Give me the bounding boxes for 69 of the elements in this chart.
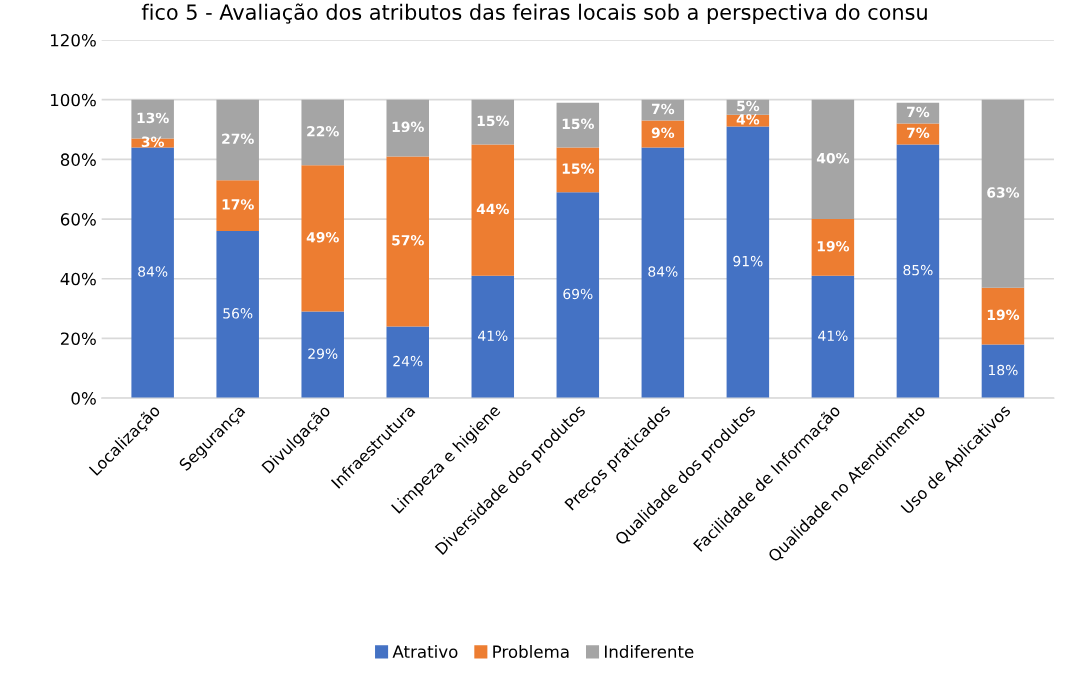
data-label: 24% <box>393 355 423 367</box>
data-label: 57% <box>392 234 424 246</box>
bar <box>216 180 259 232</box>
data-label: 17% <box>222 199 254 210</box>
bar <box>981 344 1025 399</box>
data-label: 63% <box>987 187 1020 198</box>
data-label: 15% <box>477 115 509 127</box>
bar <box>301 165 344 312</box>
bar <box>811 275 855 399</box>
data-label: 7% <box>907 127 930 139</box>
bar <box>896 144 940 399</box>
data-label: 4% <box>736 114 760 125</box>
bar <box>641 147 685 399</box>
data-label: 15% <box>562 118 594 130</box>
bar <box>981 287 1025 345</box>
y-tick-label: 0% <box>71 392 96 405</box>
bar <box>556 147 600 193</box>
data-label: 41% <box>478 330 508 341</box>
data-label: 84% <box>138 266 168 277</box>
bar <box>131 147 174 399</box>
data-label: 44% <box>476 203 509 215</box>
bar <box>981 99 1025 288</box>
data-label: 49% <box>306 232 339 243</box>
y-tick-label: 120% <box>50 33 96 47</box>
data-label: 9% <box>651 127 675 139</box>
bar <box>386 326 429 399</box>
bar <box>301 99 344 166</box>
data-label: 7% <box>651 103 675 115</box>
y-tick-label: 20% <box>60 332 96 346</box>
bar <box>556 102 600 148</box>
bar <box>556 192 600 399</box>
data-label: 40% <box>816 152 850 164</box>
bar <box>471 144 515 276</box>
legend-label: Problema <box>493 645 569 658</box>
bar <box>386 99 429 157</box>
bar <box>216 231 259 399</box>
data-label: 69% <box>563 288 593 300</box>
y-tick-label: 80% <box>60 153 96 166</box>
data-label: 84% <box>648 266 678 277</box>
data-label: 22% <box>307 126 339 137</box>
data-label: 7% <box>907 106 930 118</box>
data-label: 19% <box>392 121 424 133</box>
y-tick-label: 40% <box>60 272 96 286</box>
bar <box>811 219 855 276</box>
bar <box>216 99 259 181</box>
data-label: 18% <box>989 364 1018 376</box>
legend-label: Atrativo <box>392 645 458 658</box>
data-label: 19% <box>817 240 850 252</box>
data-label: 56% <box>223 308 253 319</box>
data-label: 13% <box>137 112 169 124</box>
bar <box>811 99 855 220</box>
data-label: 91% <box>733 255 763 267</box>
y-tick-label: 100% <box>50 93 96 107</box>
data-label: 3% <box>141 136 165 148</box>
bar <box>301 311 344 399</box>
data-label: 5% <box>737 100 760 112</box>
legend-label: Indiferente <box>604 645 694 658</box>
data-label: 41% <box>818 330 848 341</box>
bar <box>386 156 429 327</box>
bar <box>726 126 770 399</box>
bar <box>471 275 515 399</box>
data-label: 27% <box>222 133 254 145</box>
bar <box>471 99 515 145</box>
chart-title: fico 5 - Avaliação dos atributos das feiras locais sob a perspectiva do consu <box>141 3 927 24</box>
y-tick-label: 60% <box>60 213 96 226</box>
data-label: 15% <box>562 163 594 174</box>
data-label: 19% <box>987 309 1020 321</box>
data-label: 29% <box>308 348 338 359</box>
data-label: 85% <box>903 264 933 276</box>
